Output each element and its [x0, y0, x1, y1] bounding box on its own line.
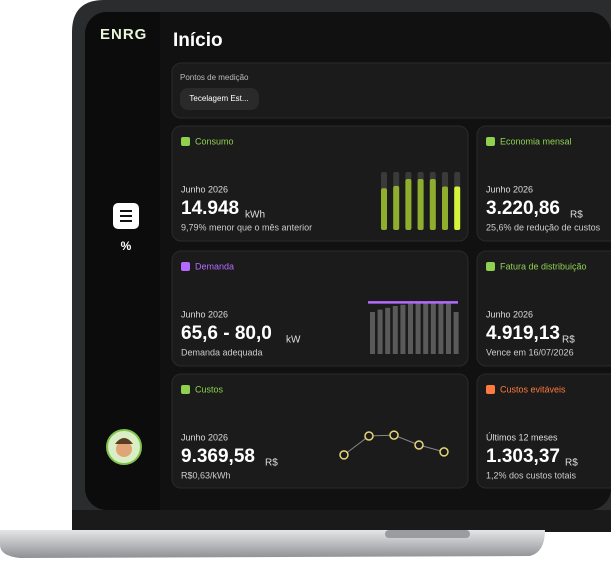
card-title: Economia mensal	[500, 136, 572, 146]
logo: ENRG	[100, 26, 147, 43]
bar	[392, 306, 398, 354]
bar	[408, 303, 413, 354]
sidebar	[85, 12, 160, 510]
cost-point	[439, 447, 449, 457]
menu-icon-lines	[120, 210, 132, 222]
bar	[370, 312, 375, 354]
bar	[377, 309, 383, 354]
avatar-hair	[115, 438, 133, 444]
card-title: Fatura de distribuição	[500, 261, 587, 271]
card-value: 1.303,37	[486, 446, 560, 467]
card-icon	[486, 137, 495, 146]
card	[476, 250, 611, 367]
cost-point	[414, 440, 424, 450]
base-notch	[385, 530, 470, 538]
card-period: Junho 2026	[181, 309, 228, 319]
bar	[393, 185, 400, 230]
cost-point	[389, 430, 399, 440]
card-value: 3.220,86	[486, 198, 560, 219]
bar	[400, 304, 406, 354]
card-period: Junho 2026	[181, 184, 228, 194]
card-value: 9.369,58	[181, 446, 255, 467]
cost-point	[364, 431, 374, 441]
card-note: 9,79% menor que o mês anterior	[181, 222, 312, 232]
card-unit: R$	[565, 458, 578, 469]
card-icon	[181, 137, 190, 146]
card-value: 65,6 - 80,0	[181, 323, 272, 344]
bar	[446, 303, 451, 354]
card-unit: R$	[562, 335, 575, 346]
measurement-card	[171, 62, 611, 119]
bar	[454, 186, 461, 230]
bar	[385, 307, 391, 354]
bar	[442, 186, 448, 230]
bar	[430, 302, 436, 354]
bar	[417, 178, 424, 230]
hinge	[72, 510, 611, 532]
card-title: Consumo	[195, 136, 234, 146]
card	[476, 125, 611, 242]
card-note: 25,6% de redução de custos	[486, 222, 601, 232]
measurement-label: Pontos de medição	[180, 73, 249, 82]
card	[476, 373, 611, 489]
card-title: Demanda	[195, 261, 234, 271]
measurement-chip[interactable]	[180, 88, 259, 110]
bar	[405, 178, 412, 230]
card-unit: kWh	[245, 210, 265, 221]
app: ENRG Início % Pontos de medição Tecelage…	[85, 12, 611, 510]
card-icon	[181, 262, 190, 271]
card-icon	[486, 262, 495, 271]
page-title: Início	[173, 30, 223, 51]
measurement-selected[interactable]: Tecelagem Est...	[189, 94, 248, 103]
card-value: 4.919,13	[486, 323, 560, 344]
cost-point	[339, 450, 349, 460]
card-title: Custos evitáveis	[500, 384, 566, 394]
bar	[438, 302, 444, 354]
card-title: Custos	[195, 384, 224, 394]
card-period: Junho 2026	[181, 432, 228, 442]
bar	[423, 302, 429, 354]
card-period: Junho 2026	[486, 309, 533, 319]
card	[171, 373, 469, 489]
avatar-face	[116, 441, 132, 457]
card-unit: R$	[265, 458, 278, 469]
bar	[453, 312, 459, 354]
card-value: 14.948	[181, 198, 239, 219]
card-icon	[181, 385, 190, 394]
card-period: Junho 2026	[486, 184, 533, 194]
card-unit: kW	[286, 335, 301, 346]
card-note: R$0,63/kWh	[181, 470, 231, 480]
card-unit: R$	[570, 210, 583, 221]
card-note: Demanda adequada	[181, 347, 263, 357]
card-icon	[486, 385, 495, 394]
menu-label[interactable]: %	[121, 239, 132, 253]
card-note: Vence em 16/07/2026	[486, 347, 574, 357]
bar	[381, 188, 387, 230]
bar	[415, 302, 421, 354]
card-period: Últimos 12 meses	[486, 432, 558, 442]
card-note: 1,2% dos custos totais	[486, 470, 577, 480]
bar	[429, 178, 436, 230]
